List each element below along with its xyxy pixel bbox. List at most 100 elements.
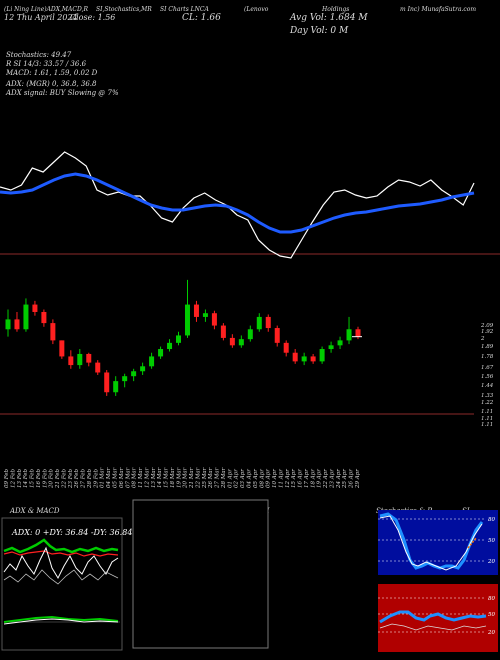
header-line1-mid: SI,Stochastics,MR <box>96 6 152 13</box>
date-tick-label: 26 Feb <box>74 468 80 489</box>
date-tick-label: 21 Feb <box>55 468 61 489</box>
header-close: Close: 1.56 <box>70 13 116 22</box>
date-tick-label: 14 Feb <box>23 468 29 488</box>
header-line1-mid2: SI Charts LNCA <box>160 6 209 13</box>
date-tick-label: 11 Mar <box>138 467 144 488</box>
candle-body <box>292 352 298 362</box>
price-tick-label: 1.92 <box>481 329 494 335</box>
price-tick-label: 1.11 <box>481 409 493 415</box>
date-tick-label: 21 Mar <box>189 467 195 489</box>
date-tick-label: 14 Mar <box>157 467 163 488</box>
date-tick-label: 05 Mar <box>113 467 119 488</box>
indicator-adx: ADX: (MGR) 0, 36.8, 36.8 <box>6 80 97 88</box>
candle-body <box>140 366 146 372</box>
candle-body <box>131 371 137 377</box>
date-tick-label: 18 Mar <box>170 467 176 488</box>
stoch-panel-title-2: SI <box>462 507 470 515</box>
date-tick-label: 05 Apr <box>253 469 259 488</box>
candlestick-chart <box>5 279 362 396</box>
header-cl: CL: 1.66 <box>182 13 221 23</box>
candle-body <box>5 319 11 330</box>
price-tick-label: 2.09 <box>480 323 494 329</box>
price-tick-label: 1.11 <box>481 416 493 422</box>
candle-body <box>149 356 155 367</box>
price-tick-label: 1.78 <box>481 354 494 360</box>
date-tick-label: 26 Apr <box>349 469 355 489</box>
date-tick-label: 06 Mar <box>119 467 125 488</box>
price-tick-label: 1.33 <box>481 393 494 399</box>
overview-price-line <box>0 151 475 259</box>
date-tick-label: 22 Mar <box>196 467 202 489</box>
price-tick-label: 1.89 <box>481 344 494 350</box>
date-tick-label: 01 Apr <box>227 469 233 488</box>
candle-body <box>113 381 119 393</box>
candle-body <box>265 316 271 329</box>
date-tick-label: 13 Feb <box>17 468 23 488</box>
date-tick-label: 27 Feb <box>81 468 87 489</box>
date-tick-label: 28 Mar <box>221 467 227 489</box>
header-line1-left: (Li Ning Line)ADX,MACD,R <box>4 6 89 13</box>
price-tick-label: 1.11 <box>481 422 493 428</box>
date-tick-label: 20 Mar <box>183 467 189 489</box>
candle-body <box>346 329 352 341</box>
adx-panel-title: ADX & MACD <box>10 507 60 515</box>
date-tick-label: 04 Apr <box>247 469 253 488</box>
candle-body <box>77 353 83 366</box>
candle-body <box>319 349 325 362</box>
date-tick-label: 02 Apr <box>234 469 240 488</box>
header-line1-right3: m Inc) MunafaSutra.com <box>400 6 477 13</box>
date-tick-label: 23 Feb <box>68 468 74 489</box>
date-tick-label: 22 Apr <box>323 469 329 489</box>
date-tick-label: 29 Apr <box>355 469 361 489</box>
candle-body <box>23 304 29 330</box>
date-tick-label: 11 Apr <box>278 469 284 488</box>
date-tick-label: 12 Feb <box>10 468 16 488</box>
candle-body <box>104 372 110 393</box>
date-tick-label: 23 Apr <box>330 469 336 489</box>
date-tick-label: 04 Mar <box>106 467 112 488</box>
date-tick-label: 08 Apr <box>259 469 265 488</box>
candle-body <box>59 340 65 357</box>
date-tick-label: 09 Feb <box>4 468 10 488</box>
date-tick-label: 10 Apr <box>272 469 278 488</box>
date-tick-label: 29 Feb <box>93 468 99 489</box>
candle-body <box>122 376 128 382</box>
date-axis: 09 Feb 12 Feb 13 Feb 14 Feb 15 Feb 16 Feb 19 F… <box>4 467 361 489</box>
candle-body <box>68 356 74 366</box>
date-tick-label: 15 Mar <box>164 467 170 488</box>
date-tick-label: 24 Apr <box>336 469 342 489</box>
candle-body <box>283 342 289 353</box>
price-tick-label: 2 <box>480 336 485 342</box>
price-tick-label: 1.22 <box>481 400 494 406</box>
overview-ma-line <box>0 172 475 234</box>
adx-values: ADX: 0 +DY: 36.84 -DY: 36.84 <box>12 528 133 537</box>
date-tick-label: 17 Apr <box>304 469 310 488</box>
date-tick-label: 20 Feb <box>49 468 55 489</box>
candle-body <box>176 335 182 343</box>
stoch-panel-title: Stochastics & R <box>376 507 433 515</box>
indicator-adx-signal: ADX signal: BUY Slowing @ 7% <box>6 89 119 97</box>
candle-body <box>238 339 244 346</box>
price-tick-label: 1.67 <box>481 365 494 371</box>
date-tick-label: 01 Mar <box>100 467 106 488</box>
candle-body <box>337 340 343 346</box>
price-axis: 2.091.922 1.89 1.78 1.67 1.56 1.44 1.331.22 1.1… <box>480 323 494 428</box>
date-tick-label: 15 Apr <box>291 469 297 488</box>
candle-body <box>14 319 20 330</box>
overview-chart <box>0 151 475 259</box>
price-tick-label: 1.44 <box>481 383 494 389</box>
candle-body <box>193 304 199 317</box>
candle-body <box>355 329 361 337</box>
candle-body <box>86 353 92 363</box>
header-avg-vol: Avg Vol: 1.684 M <box>290 13 368 23</box>
candle-body <box>328 345 334 350</box>
candle-body <box>256 316 262 330</box>
header-line1-right2: Holdings <box>322 6 350 13</box>
candle-body <box>211 313 217 326</box>
date-tick-label: 16 Apr <box>298 469 304 488</box>
intraday-panel-title-2: SI <box>262 507 270 515</box>
candle-body <box>310 356 316 362</box>
date-tick-label: 25 Mar <box>202 467 208 489</box>
date-tick-label: 18 Apr <box>310 469 316 488</box>
date-tick-label: 28 Feb <box>87 468 93 489</box>
